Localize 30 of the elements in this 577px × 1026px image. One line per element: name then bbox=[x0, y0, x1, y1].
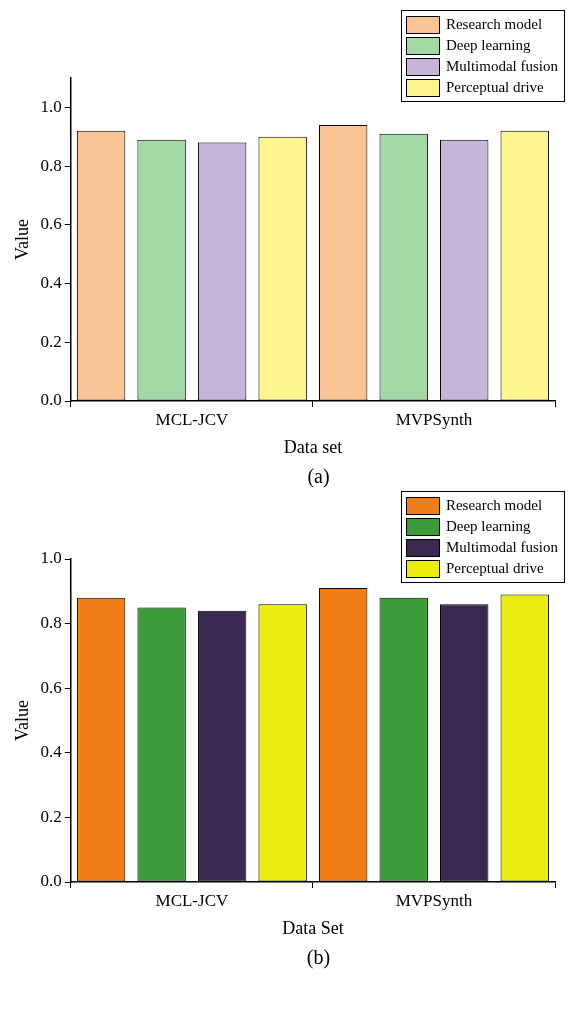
y-tick-label: 0.6 bbox=[40, 677, 62, 697]
y-tick-label: 1.0 bbox=[40, 96, 62, 116]
x-tick-label: MCL-JCV bbox=[155, 409, 229, 429]
y-tick-label: 0.4 bbox=[40, 742, 63, 762]
y-axis-title: Value bbox=[11, 219, 32, 260]
y-tick-label: 0.2 bbox=[40, 331, 62, 351]
x-tick-label: MCL-JCV bbox=[155, 890, 229, 910]
x-axis-title: Data set bbox=[283, 436, 343, 457]
legend-label: Research model bbox=[445, 497, 543, 514]
y-tick-label: 0.6 bbox=[40, 214, 62, 234]
legend-label: Deep learning bbox=[445, 518, 531, 535]
y-tick-label: 0.4 bbox=[40, 273, 63, 293]
y-tick-label: 1.0 bbox=[40, 548, 62, 568]
legend-label: Perceptual drive bbox=[445, 79, 544, 96]
y-tick-label: 0.8 bbox=[40, 155, 62, 175]
x-tick-label: MVPSynth bbox=[395, 890, 473, 910]
y-tick-label: 0.0 bbox=[40, 871, 62, 891]
text: (a) bbox=[306, 464, 331, 489]
x-axis-title: Data Set bbox=[282, 917, 344, 938]
text: (b) bbox=[305, 945, 332, 970]
y-tick-label: 0.8 bbox=[40, 613, 62, 633]
y-axis-title: Value bbox=[11, 700, 32, 741]
legend-label: Perceptual drive bbox=[445, 560, 544, 577]
legend-label: Multimodal fusion bbox=[445, 58, 558, 75]
x-tick-label: MVPSynth bbox=[395, 409, 473, 429]
legend-label: Multimodal fusion bbox=[445, 539, 558, 556]
y-tick-label: 0.2 bbox=[40, 806, 62, 826]
legend-label: Deep learning bbox=[445, 37, 531, 54]
legend-label: Research model bbox=[445, 16, 543, 33]
y-tick-label: 0.0 bbox=[40, 390, 62, 410]
